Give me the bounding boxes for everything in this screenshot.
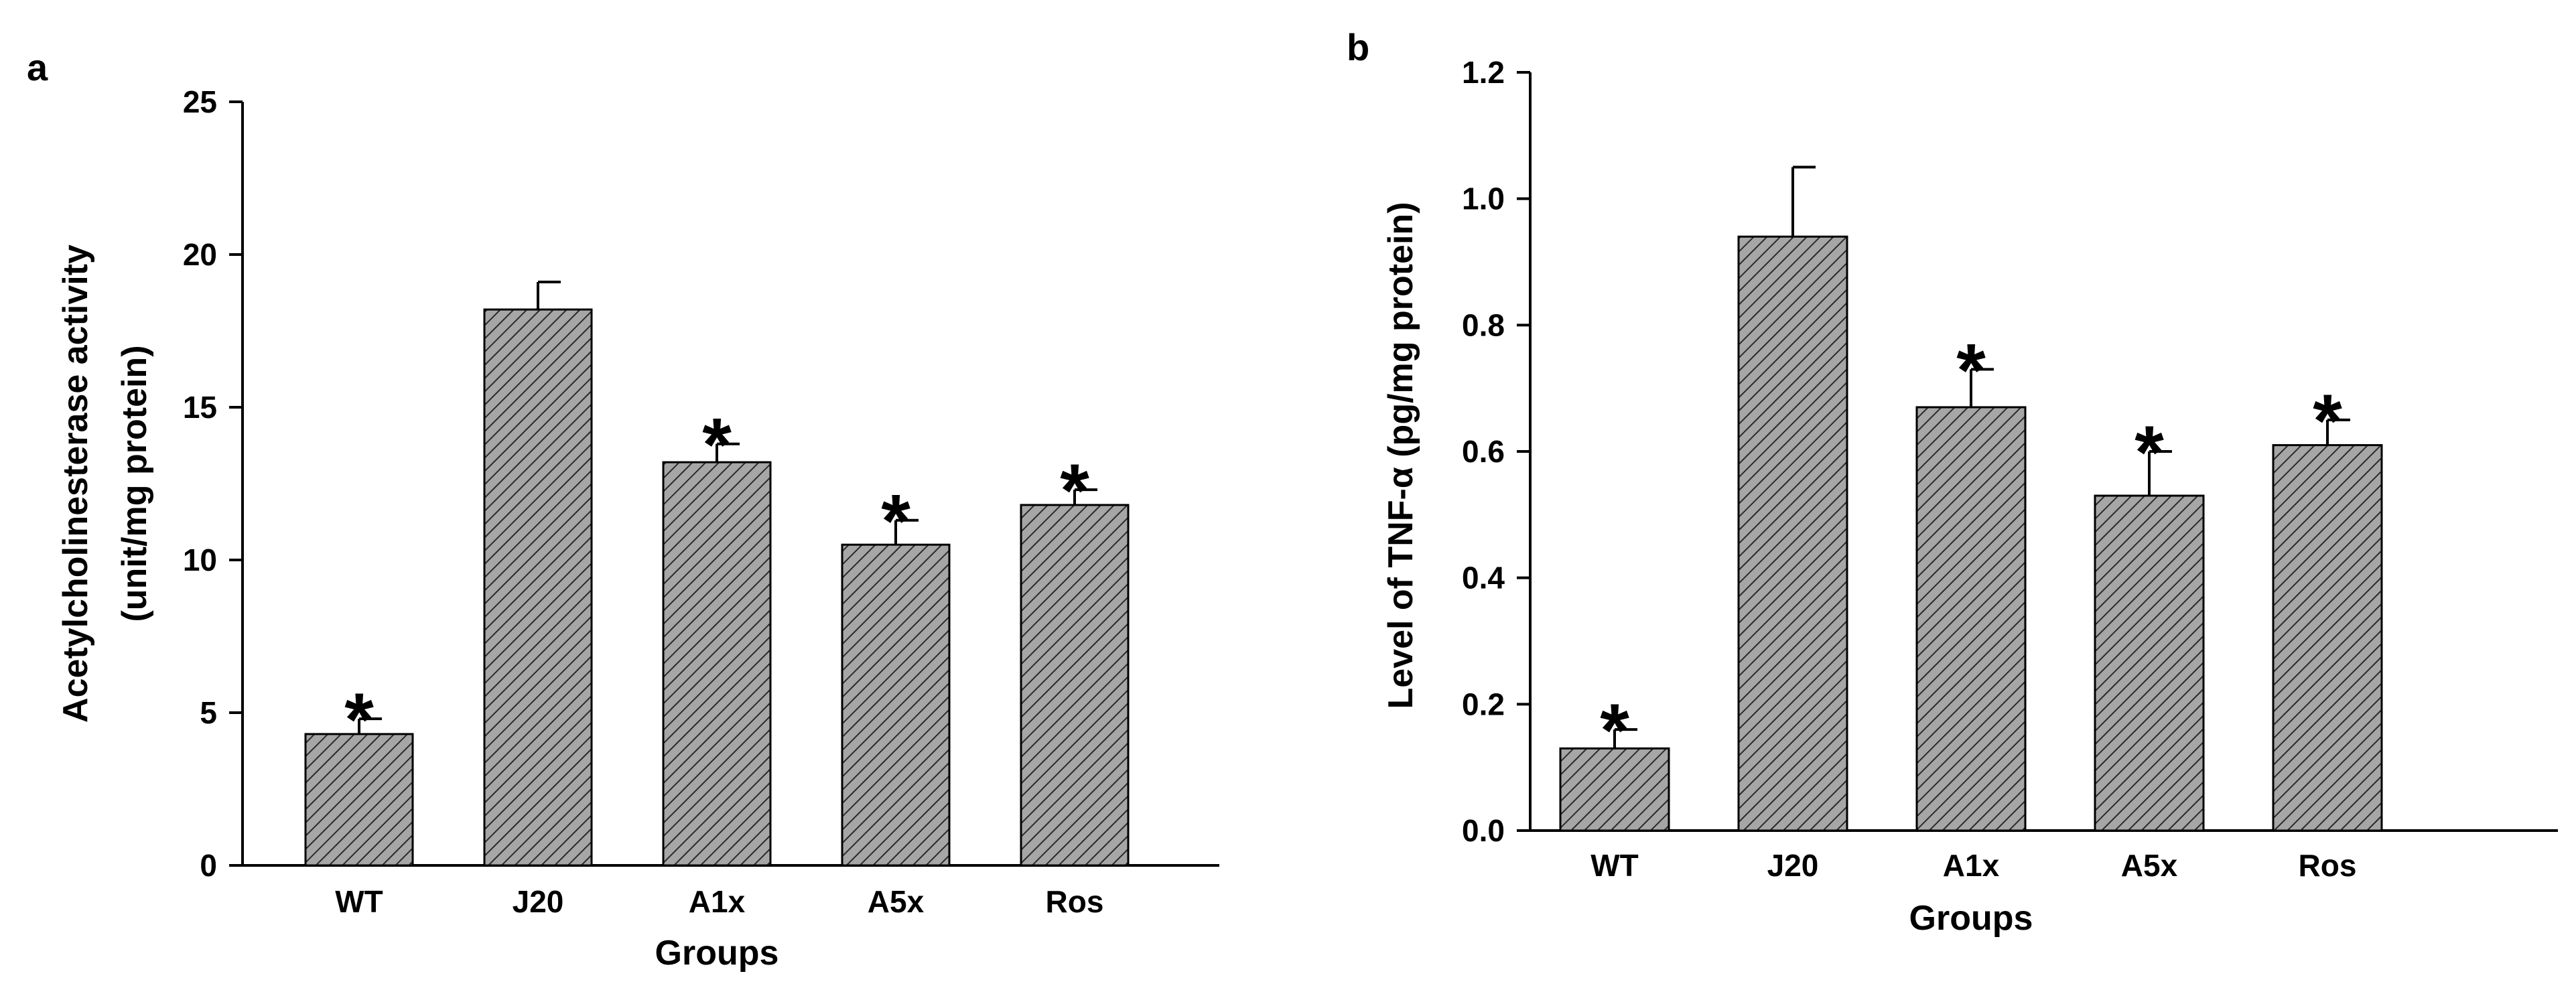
bar-a1x bbox=[662, 461, 772, 867]
bar-wt bbox=[1559, 747, 1670, 832]
significance-mark: * bbox=[1956, 328, 1986, 412]
y-tick-label: 0.8 bbox=[1462, 307, 1505, 342]
y-tick-label: 5 bbox=[200, 695, 217, 730]
bar-a1x bbox=[1915, 406, 2027, 832]
bar-ros bbox=[2272, 444, 2383, 832]
y-tick-label: 1.0 bbox=[1462, 182, 1505, 216]
significance-mark: * bbox=[344, 678, 374, 762]
x-tick-label: WT bbox=[335, 884, 383, 919]
y-tick-label: 10 bbox=[183, 543, 217, 577]
x-tick-label: J20 bbox=[513, 884, 564, 919]
significance-mark: * bbox=[881, 480, 910, 563]
y-tick-label: 25 bbox=[183, 84, 217, 119]
panel-label: b bbox=[1347, 26, 1369, 68]
y-tick-label: 15 bbox=[183, 390, 217, 425]
x-tick-label: A1x bbox=[689, 884, 746, 919]
x-tick-label: Ros bbox=[2299, 848, 2357, 883]
bar-ros bbox=[1020, 504, 1130, 867]
bar-j20 bbox=[1737, 235, 1848, 832]
y-tick-label: 20 bbox=[183, 237, 217, 272]
y-axis-title: Level of TNF-α (pg/mg protein) bbox=[1381, 202, 1420, 709]
significance-mark: * bbox=[702, 403, 732, 487]
panel-label: a bbox=[27, 46, 48, 88]
x-tick-label: A1x bbox=[1943, 848, 2000, 883]
x-tick-label: A5x bbox=[868, 884, 925, 919]
bar-a5x bbox=[841, 543, 951, 867]
x-tick-label: Ros bbox=[1046, 884, 1104, 919]
chart-panel-b: b 0.0 0.2 0.4 0.6 0.8 1.0 1.2 * WT J20 * A1x * A5x * Ros… bbox=[1347, 26, 2558, 938]
x-tick-label: WT bbox=[1590, 848, 1639, 883]
x-tick-label: J20 bbox=[1767, 848, 1819, 883]
bar-wt bbox=[304, 733, 414, 867]
x-axis-title: Groups bbox=[1909, 899, 2033, 938]
y-tick-label: 1.2 bbox=[1462, 55, 1505, 90]
chart-panel-a: a 0 5 10 15 20 25 * WT J20 * A1x * A5x * Ros Groups Acety… bbox=[27, 46, 1219, 973]
y-tick-label: 0 bbox=[200, 848, 217, 883]
y-tick-label: 0.4 bbox=[1462, 561, 1505, 595]
x-axis-title: Groups bbox=[655, 934, 779, 973]
x-tick-label: A5x bbox=[2121, 848, 2178, 883]
y-tick-label: 0.6 bbox=[1462, 434, 1505, 469]
y-axis-title: Acetylcholinesterase activity bbox=[56, 244, 95, 723]
significance-mark: * bbox=[1600, 689, 1629, 772]
y-axis-title: (unit/mg protein) bbox=[115, 345, 154, 622]
significance-mark: * bbox=[1060, 449, 1089, 532]
bar-a5x bbox=[2094, 494, 2205, 832]
significance-mark: * bbox=[2134, 411, 2164, 494]
y-tick-label: 0.0 bbox=[1462, 813, 1505, 848]
significance-mark: * bbox=[2313, 379, 2342, 463]
bar-j20 bbox=[483, 308, 593, 867]
y-tick-label: 0.2 bbox=[1462, 687, 1505, 721]
